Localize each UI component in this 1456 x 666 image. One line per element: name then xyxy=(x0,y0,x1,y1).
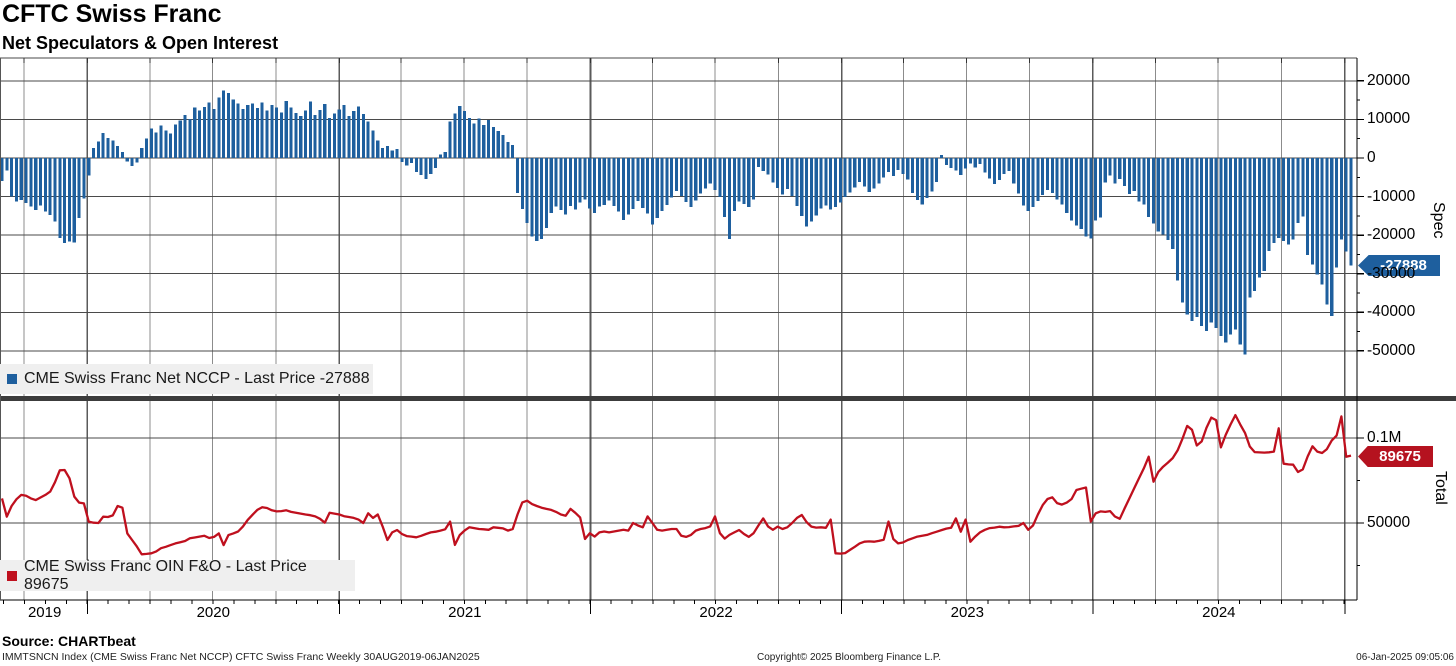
x-axis-year-label: 2020 xyxy=(196,604,230,621)
legend-net-nccp-label: CME Swiss Franc Net NCCP - Last Price -2… xyxy=(24,370,370,387)
legend-swatch-red-icon xyxy=(7,570,17,581)
legend-swatch-blue-icon xyxy=(7,374,17,384)
x-axis-year-label: 2022 xyxy=(699,604,733,621)
page-title: CFTC Swiss Franc xyxy=(2,0,222,28)
y-axis-tick-label: 20000 xyxy=(1367,71,1411,89)
y-axis-tick-label: -10000 xyxy=(1367,187,1416,205)
x-axis-year-label: 2019 xyxy=(27,604,62,621)
footer-timestamp: 06-Jan-2025 09:05:06 xyxy=(1356,652,1454,663)
legend-oin-fo-label: CME Swiss Franc OIN F&O - Last Price 896… xyxy=(24,557,307,593)
last-price-badge-spec: -27888 xyxy=(1358,255,1440,276)
y-axis-tick-label: 50000 xyxy=(1367,514,1411,531)
x-axis-year-label: 2024 xyxy=(1202,604,1236,621)
y-axis-title-spec: Spec xyxy=(1430,202,1447,239)
y-axis-tick-label: 10000 xyxy=(1367,110,1411,128)
y-axis-tick-label: -30000 xyxy=(1367,264,1416,282)
footer-copyright: Copyright© 2025 Bloomberg Finance L.P. xyxy=(757,652,941,663)
net-nccp-bars xyxy=(0,90,1353,355)
y-axis-title-total: Total xyxy=(1432,471,1449,505)
last-price-badge-total: 89675 xyxy=(1358,446,1433,467)
footer-ticker-line: IMMTSNCN Index (CME Swiss Franc Net NCCP… xyxy=(2,651,480,663)
y-axis-tick-label: -40000 xyxy=(1367,303,1416,321)
oin-fo-line xyxy=(0,413,1352,556)
legend-net-nccp[interactable]: CME Swiss Franc Net NCCP - Last Price -2… xyxy=(0,364,373,394)
y-axis-tick-label: 0 xyxy=(1367,149,1376,166)
y-axis-tick-label: -50000 xyxy=(1367,341,1416,359)
legend-oin-fo[interactable]: CME Swiss Franc OIN F&O - Last Price 896… xyxy=(0,557,355,593)
page-subtitle: Net Speculators & Open Interest xyxy=(2,33,279,53)
x-axis-year-label: 2023 xyxy=(950,604,984,621)
y-axis-tick-label: 0.1M xyxy=(1367,429,1402,446)
footer-source: Source: CHARTbeat xyxy=(2,633,136,649)
y-axis-tick-label: -20000 xyxy=(1367,226,1416,244)
x-axis-year-label: 2021 xyxy=(448,604,482,621)
